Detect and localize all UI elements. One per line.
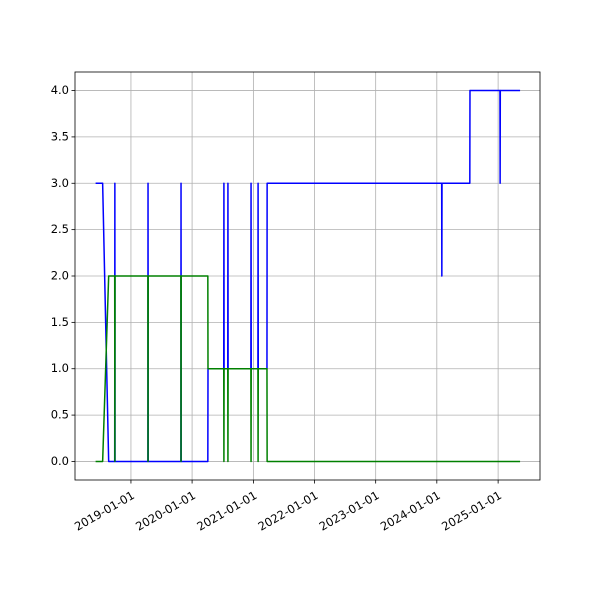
x-tick-label: 2019-01-01 [72, 488, 137, 534]
y-tick-label: 2.5 [51, 222, 69, 236]
y-tick-label: 3.5 [51, 129, 69, 143]
y-tick-label: 0.0 [51, 454, 69, 468]
y-tick-label: 0.5 [51, 408, 69, 422]
y-tick-label: 1.0 [51, 361, 69, 375]
x-tick-label: 2023-01-01 [317, 488, 382, 534]
x-tick-label: 2022-01-01 [256, 488, 321, 534]
plot-frame [74, 71, 541, 481]
y-tick-label: 1.5 [51, 315, 69, 329]
x-tick-label: 2021-01-01 [194, 488, 259, 534]
data-line [95, 275, 521, 463]
y-tick-label: 4.0 [51, 83, 69, 97]
x-tick-label: 2025-01-01 [439, 488, 504, 534]
x-tick-label: 2024-01-01 [378, 488, 443, 534]
y-tick-label: 2.0 [51, 269, 69, 283]
y-tick-label: 3.0 [51, 176, 69, 190]
x-tick-label: 2020-01-01 [133, 488, 198, 534]
